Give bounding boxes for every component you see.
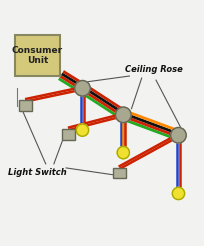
Text: Ceiling Rose: Ceiling Rose bbox=[124, 65, 182, 74]
Bar bbox=[19, 100, 31, 111]
Circle shape bbox=[170, 127, 185, 143]
Circle shape bbox=[76, 124, 88, 136]
Text: Light Switch: Light Switch bbox=[8, 168, 67, 177]
Circle shape bbox=[172, 187, 184, 200]
Circle shape bbox=[74, 80, 90, 96]
Circle shape bbox=[117, 146, 129, 159]
Text: Consumer
Unit: Consumer Unit bbox=[12, 46, 63, 65]
Bar bbox=[62, 129, 74, 139]
Circle shape bbox=[115, 107, 130, 123]
Bar bbox=[15, 35, 60, 76]
Bar bbox=[112, 168, 125, 178]
